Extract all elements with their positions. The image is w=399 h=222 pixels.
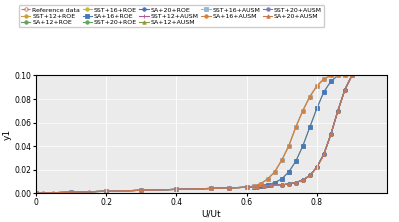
Legend: Reference data, SST+12+ROE, SA+12+ROE, SST+16+ROE, SA+16+ROE, SST+20+ROE, SA+20+: Reference data, SST+12+ROE, SA+12+ROE, S… xyxy=(19,5,324,27)
Y-axis label: y1: y1 xyxy=(2,129,11,140)
X-axis label: U/Ut: U/Ut xyxy=(201,210,221,219)
